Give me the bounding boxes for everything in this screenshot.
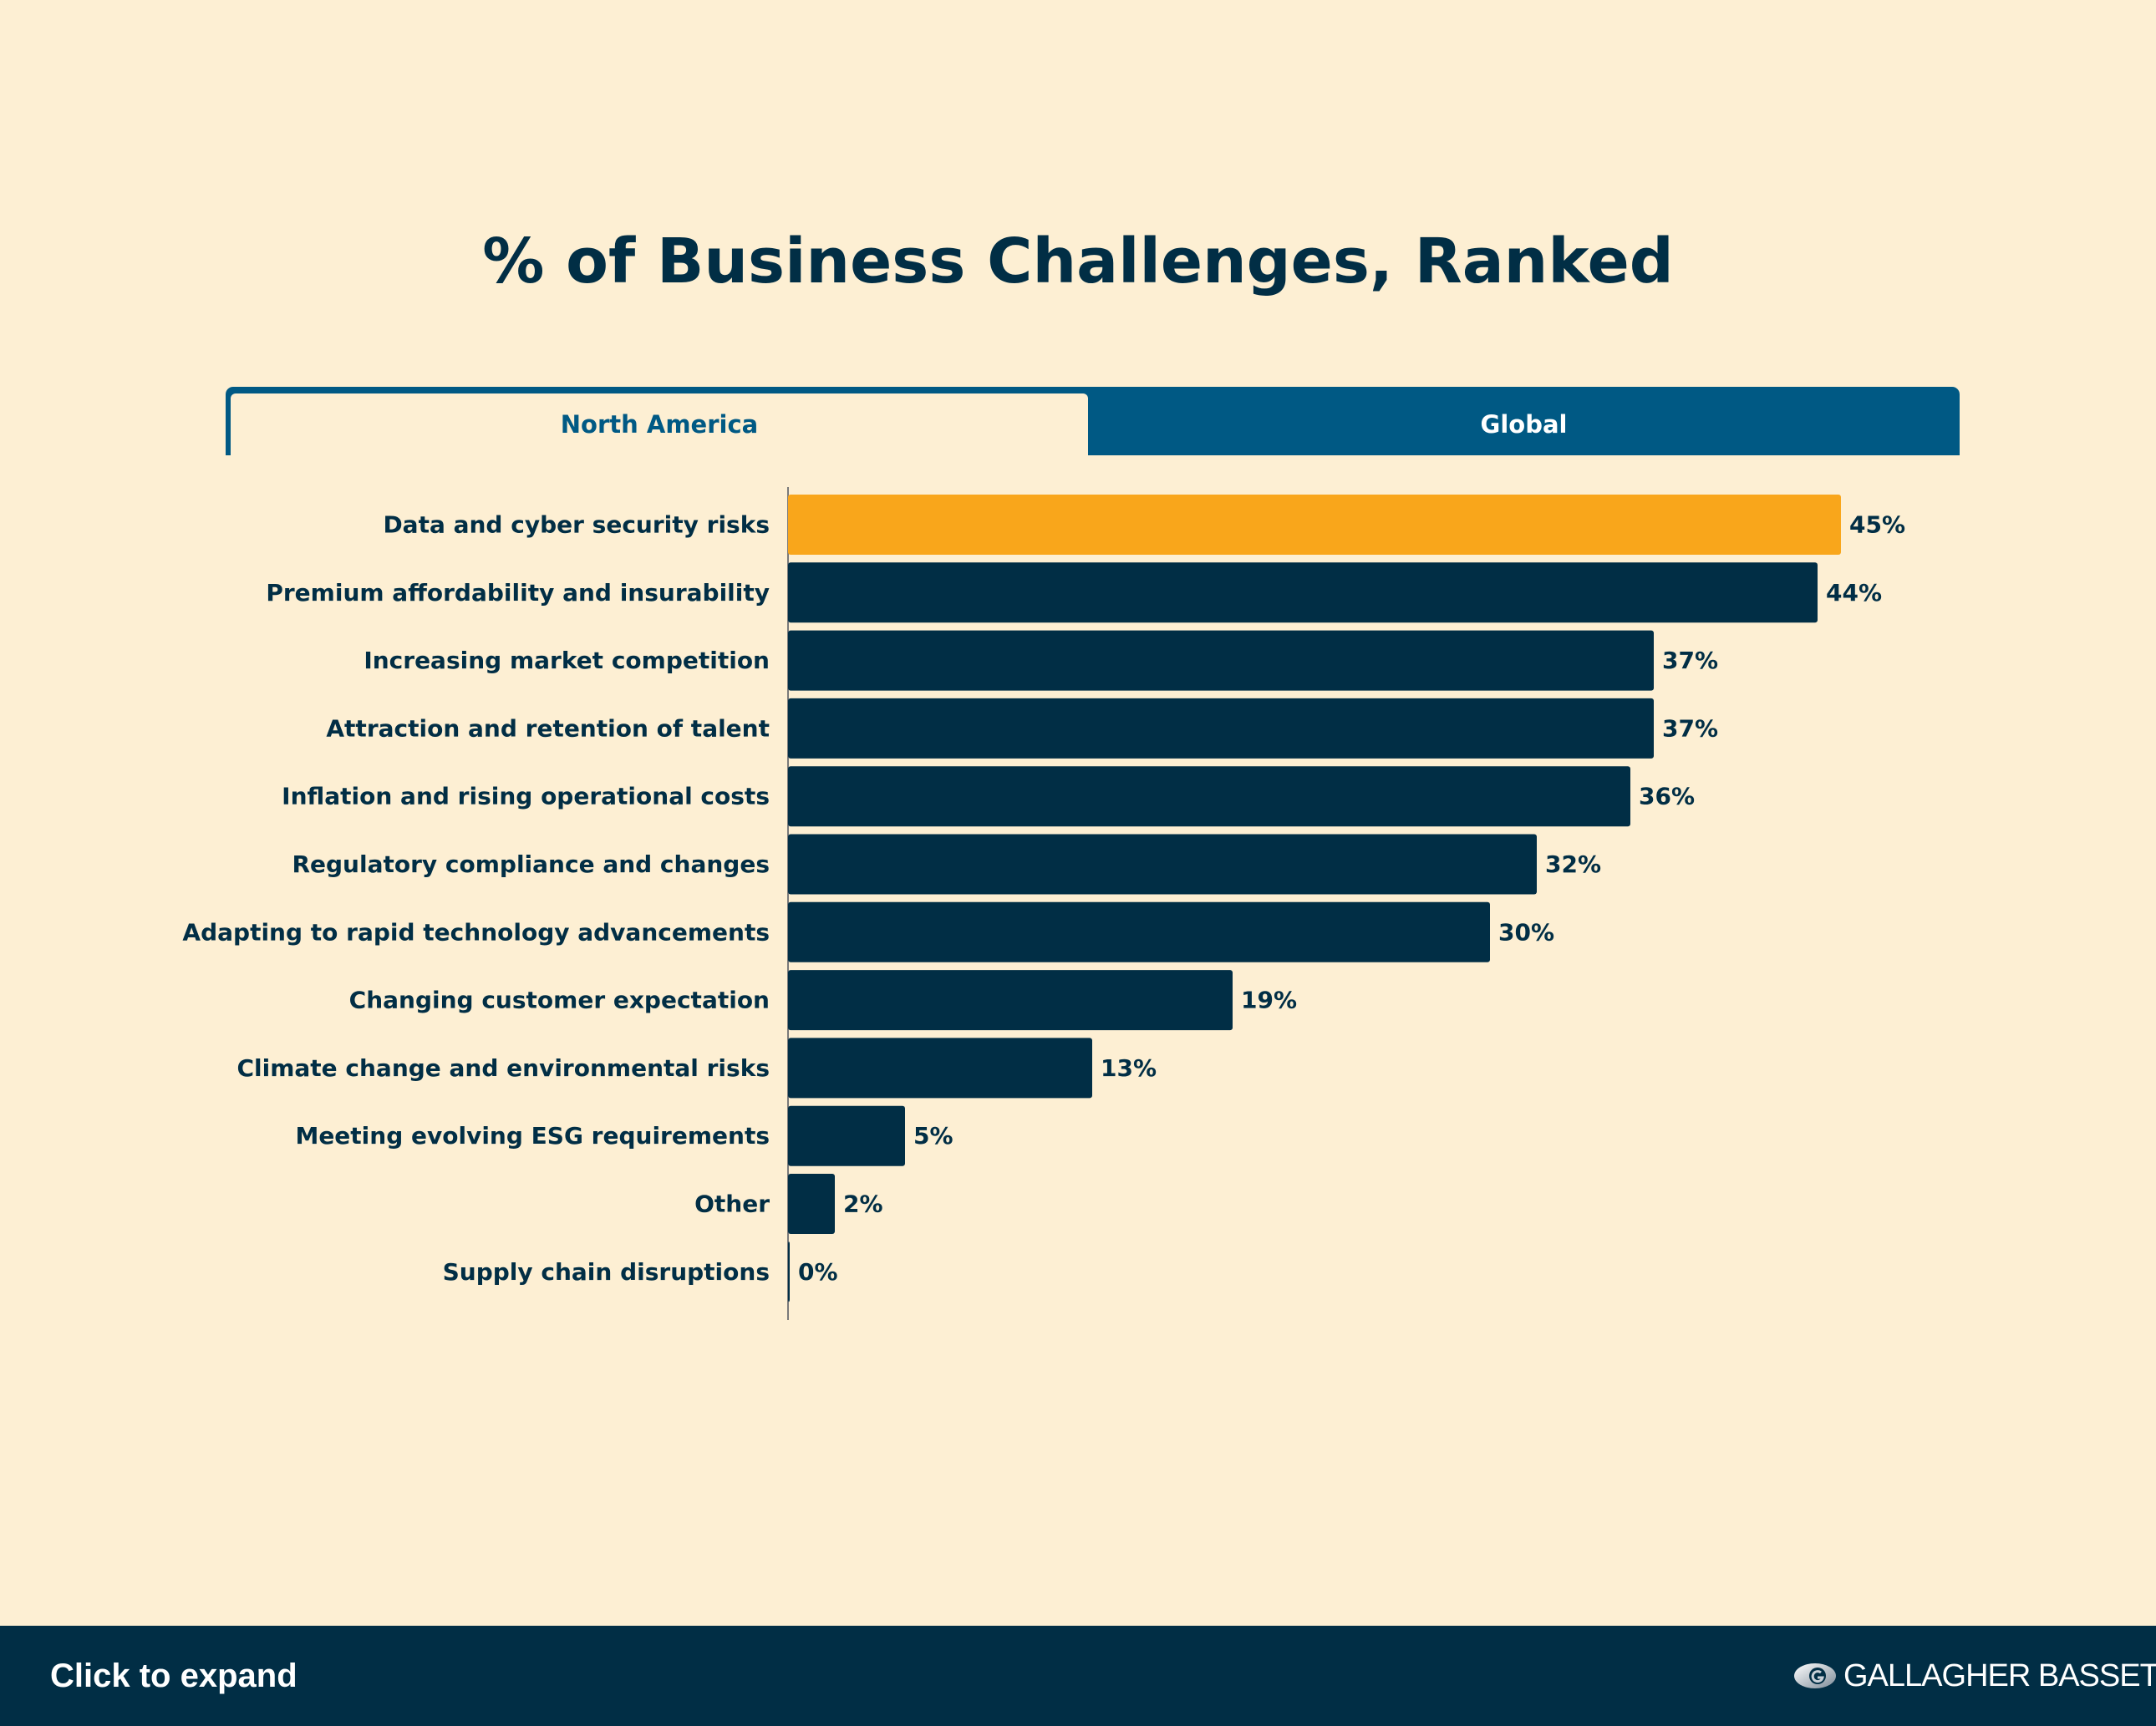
category-label-increasing-market-competition: Increasing market competition <box>364 647 770 674</box>
footer-bar: Click to expand GALLAGHER BASSETT <box>0 1626 2156 1726</box>
category-label-adapting-to-rapid-technology-advancements: Adapting to rapid technology advancement… <box>182 918 770 946</box>
category-label-supply-chain-disruptions: Supply chain disruptions <box>443 1258 770 1286</box>
value-label-meeting-evolving-esg-requirements: 5% <box>913 1122 953 1150</box>
bar-climate-change-and-environmental-risks <box>788 1038 1092 1099</box>
category-label-inflation-and-rising-operational-costs: Inflation and rising operational costs <box>282 783 770 810</box>
value-label-regulatory-compliance-and-changes: 32% <box>1545 850 1601 878</box>
tab-global[interactable]: Global <box>1480 410 1568 439</box>
value-label-data-and-cyber-security-risks: 45% <box>1849 511 1905 539</box>
bar-increasing-market-competition <box>788 630 1654 691</box>
bar-inflation-and-rising-operational-costs <box>788 766 1630 827</box>
value-label-inflation-and-rising-operational-costs: 36% <box>1639 783 1695 810</box>
category-label-meeting-evolving-esg-requirements: Meeting evolving ESG requirements <box>295 1122 770 1150</box>
category-label-attraction-and-retention-of-talent: Attraction and retention of talent <box>326 714 770 742</box>
value-label-climate-change-and-environmental-risks: 13% <box>1101 1054 1157 1082</box>
tab-north-america[interactable]: North America <box>231 393 1088 455</box>
value-label-adapting-to-rapid-technology-advancements: 30% <box>1498 918 1554 946</box>
category-label-climate-change-and-environmental-risks: Climate change and environmental risks <box>236 1054 770 1082</box>
category-label-other: Other <box>694 1190 770 1218</box>
bar-changing-customer-expectation <box>788 970 1233 1031</box>
bar-other <box>788 1174 835 1234</box>
bar-supply-chain-disruptions <box>788 1241 790 1302</box>
value-label-changing-customer-expectation: 19% <box>1241 987 1297 1014</box>
region-tabs: North America Global <box>226 387 1960 455</box>
chart-title: % of Business Challenges, Ranked <box>482 226 1674 297</box>
value-label-premium-affordability-and-insurability: 44% <box>1826 579 1882 607</box>
value-label-attraction-and-retention-of-talent: 37% <box>1662 714 1718 742</box>
bar-chart: Data and cyber security risks 45% Premium … <box>182 487 1905 1320</box>
expand-button[interactable]: Click to expand <box>50 1657 297 1694</box>
bar-data-and-cyber-security-risks <box>788 495 1841 555</box>
bar-premium-affordability-and-insurability <box>788 562 1818 623</box>
logo-g-icon <box>1794 1663 1836 1688</box>
bar-meeting-evolving-esg-requirements <box>788 1105 905 1166</box>
bar-attraction-and-retention-of-talent <box>788 698 1654 759</box>
bar-adapting-to-rapid-technology-advancements <box>788 901 1490 962</box>
bar-regulatory-compliance-and-changes <box>788 834 1537 895</box>
value-label-supply-chain-disruptions: 0% <box>798 1258 838 1286</box>
category-label-changing-customer-expectation: Changing customer expectation <box>349 987 770 1014</box>
value-label-other: 2% <box>843 1190 883 1218</box>
category-label-data-and-cyber-security-risks: Data and cyber security risks <box>383 511 770 539</box>
category-label-regulatory-compliance-and-changes: Regulatory compliance and changes <box>292 850 770 878</box>
logo-text: GALLAGHER BASSETT <box>1843 1658 2156 1693</box>
category-label-premium-affordability-and-insurability: Premium affordability and insurability <box>266 579 770 607</box>
value-label-increasing-market-competition: 37% <box>1662 647 1718 674</box>
